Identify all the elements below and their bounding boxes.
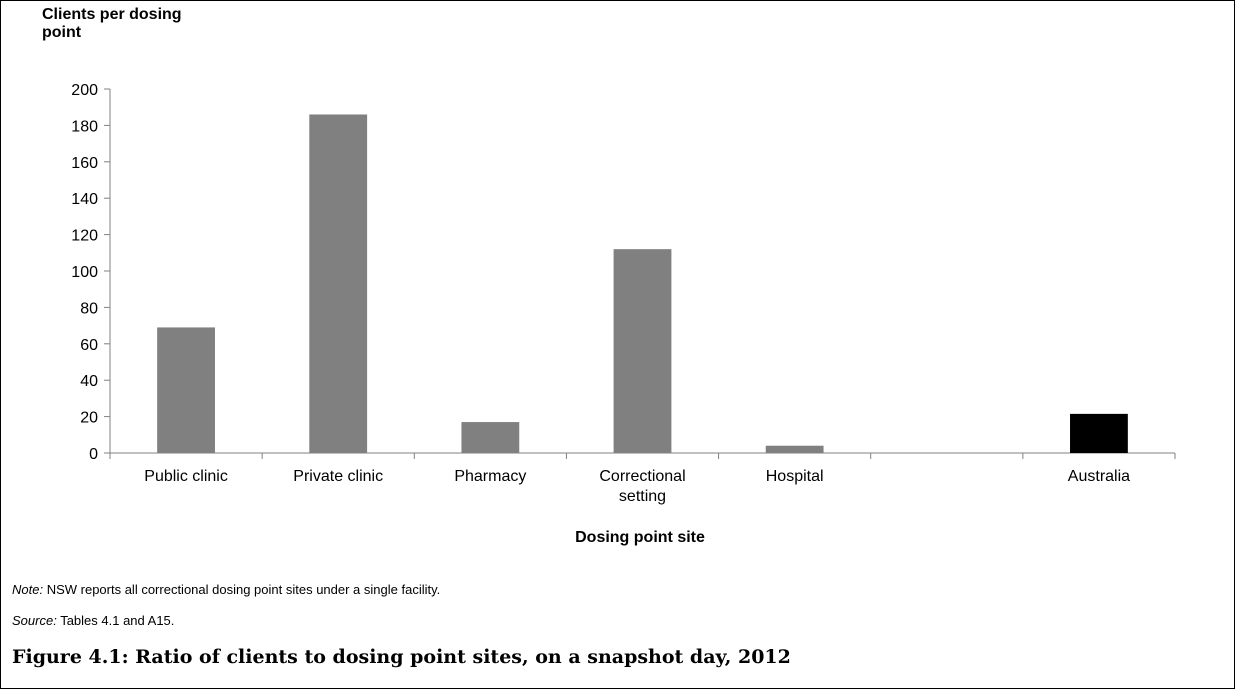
y-tick-label: 80 <box>80 300 98 317</box>
source-label: Source: <box>12 613 57 628</box>
x-tick-label: Australia <box>1068 468 1130 485</box>
y-tick-label: 20 <box>80 410 98 427</box>
y-tick-label: 100 <box>71 264 98 281</box>
source-text: Source: Tables 4.1 and A15. <box>12 613 174 628</box>
bar-chart: 0 20 40 60 80 100 120 140 160 180 200 Public clini… <box>71 82 1176 546</box>
y-tick-label: 200 <box>71 82 98 99</box>
note-label: Note: <box>12 582 44 597</box>
bar-private-clinic <box>309 114 368 453</box>
y-tick-label: 160 <box>71 155 98 172</box>
bar-correctional-setting <box>613 249 672 453</box>
x-tick-label: Correctional <box>599 468 685 485</box>
note-text: Note: NSW reports all correctional dosin… <box>12 582 440 597</box>
bar-australia <box>1070 413 1128 453</box>
bar-hospital <box>765 445 824 453</box>
bar-pharmacy <box>461 422 520 453</box>
x-tick-label: Pharmacy <box>454 468 526 485</box>
x-tick-label: Private clinic <box>293 468 383 485</box>
x-tick-label: Public clinic <box>144 468 228 485</box>
x-tick-labels: Public clinic Private clinic Pharmacy Corre… <box>144 468 1130 505</box>
y-tick-label: 0 <box>89 446 98 463</box>
y-tick-label: 40 <box>80 373 98 390</box>
bar-public-clinic <box>157 327 215 453</box>
x-axis-title: Dosing point site <box>575 529 705 546</box>
y-axis-title: Clients per dosing point <box>42 6 182 41</box>
x-tick-label: setting <box>619 488 666 505</box>
y-axis: 0 20 40 60 80 100 120 140 160 180 200 <box>71 82 111 463</box>
bars <box>157 114 1128 453</box>
note-body: NSW reports all correctional dosing poin… <box>43 582 441 597</box>
figure-caption: Figure 4.1: Ratio of clients to dosing p… <box>12 646 791 668</box>
y-tick-label: 60 <box>80 337 98 354</box>
y-tick-label: 140 <box>71 191 98 208</box>
y-tick-label: 180 <box>71 118 98 135</box>
x-tick-label: Hospital <box>766 468 824 485</box>
x-axis <box>109 452 1176 459</box>
y-tick-label: 120 <box>71 228 98 245</box>
source-body: Tables 4.1 and A15. <box>56 613 175 628</box>
